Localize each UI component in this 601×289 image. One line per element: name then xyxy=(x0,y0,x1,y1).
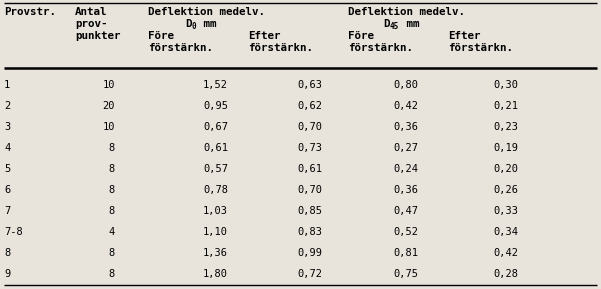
Text: 0,57: 0,57 xyxy=(203,164,228,174)
Text: 0,80: 0,80 xyxy=(393,80,418,90)
Text: 10: 10 xyxy=(103,80,115,90)
Text: 9: 9 xyxy=(4,269,10,279)
Text: mm: mm xyxy=(400,19,419,29)
Text: förstärkn.: förstärkn. xyxy=(248,43,313,53)
Text: 1,10: 1,10 xyxy=(203,227,228,237)
Text: Provstr.: Provstr. xyxy=(4,7,56,17)
Text: 1,52: 1,52 xyxy=(203,80,228,90)
Text: förstärkn.: förstärkn. xyxy=(348,43,413,53)
Text: 0,73: 0,73 xyxy=(297,143,322,153)
Text: Efter: Efter xyxy=(448,31,481,41)
Text: 0,78: 0,78 xyxy=(203,185,228,195)
Text: 4: 4 xyxy=(4,143,10,153)
Text: 7: 7 xyxy=(4,206,10,216)
Text: Antal: Antal xyxy=(75,7,108,17)
Text: 4: 4 xyxy=(109,227,115,237)
Text: 0,61: 0,61 xyxy=(297,164,322,174)
Text: 8: 8 xyxy=(109,269,115,279)
Text: D: D xyxy=(383,19,389,29)
Text: 0,99: 0,99 xyxy=(297,248,322,258)
Text: 0,23: 0,23 xyxy=(493,122,518,132)
Text: 6: 6 xyxy=(4,185,10,195)
Text: 3: 3 xyxy=(4,122,10,132)
Text: 10: 10 xyxy=(103,122,115,132)
Text: 1,80: 1,80 xyxy=(203,269,228,279)
Text: 0,42: 0,42 xyxy=(493,248,518,258)
Text: 0,70: 0,70 xyxy=(297,185,322,195)
Text: 0,26: 0,26 xyxy=(493,185,518,195)
Text: 0,63: 0,63 xyxy=(297,80,322,90)
Text: 0: 0 xyxy=(192,22,197,31)
Text: Deflektion medelv.: Deflektion medelv. xyxy=(148,7,265,17)
Text: D: D xyxy=(185,19,192,29)
Text: 0,81: 0,81 xyxy=(393,248,418,258)
Text: 45: 45 xyxy=(390,22,399,31)
Text: 0,33: 0,33 xyxy=(493,206,518,216)
Text: 0,67: 0,67 xyxy=(203,122,228,132)
Text: 0,52: 0,52 xyxy=(393,227,418,237)
Text: 0,95: 0,95 xyxy=(203,101,228,111)
Text: 8: 8 xyxy=(109,164,115,174)
Text: 0,21: 0,21 xyxy=(493,101,518,111)
Text: 0,75: 0,75 xyxy=(393,269,418,279)
Text: 0,20: 0,20 xyxy=(493,164,518,174)
Text: punkter: punkter xyxy=(75,31,120,41)
Text: 0,42: 0,42 xyxy=(393,101,418,111)
Text: 1,36: 1,36 xyxy=(203,248,228,258)
Text: 8: 8 xyxy=(4,248,10,258)
Text: 2: 2 xyxy=(4,101,10,111)
Text: 7-8: 7-8 xyxy=(4,227,23,237)
Text: 0,28: 0,28 xyxy=(493,269,518,279)
Text: 0,47: 0,47 xyxy=(393,206,418,216)
Text: Före: Före xyxy=(148,31,174,41)
Text: 5: 5 xyxy=(4,164,10,174)
Text: 0,36: 0,36 xyxy=(393,185,418,195)
Text: 0,61: 0,61 xyxy=(203,143,228,153)
Text: 0,83: 0,83 xyxy=(297,227,322,237)
Text: 0,36: 0,36 xyxy=(393,122,418,132)
Text: 0,19: 0,19 xyxy=(493,143,518,153)
Text: 8: 8 xyxy=(109,185,115,195)
Text: mm: mm xyxy=(197,19,216,29)
Text: förstärkn.: förstärkn. xyxy=(448,43,513,53)
Text: 0,72: 0,72 xyxy=(297,269,322,279)
Text: 0,62: 0,62 xyxy=(297,101,322,111)
Text: 20: 20 xyxy=(103,101,115,111)
Text: 1,03: 1,03 xyxy=(203,206,228,216)
Text: 8: 8 xyxy=(109,206,115,216)
Text: prov-: prov- xyxy=(75,19,108,29)
Text: 0,24: 0,24 xyxy=(393,164,418,174)
Text: 0,27: 0,27 xyxy=(393,143,418,153)
Text: Före: Före xyxy=(348,31,374,41)
Text: 0,85: 0,85 xyxy=(297,206,322,216)
Text: 0,34: 0,34 xyxy=(493,227,518,237)
Text: 1: 1 xyxy=(4,80,10,90)
Text: Efter: Efter xyxy=(248,31,281,41)
Text: förstärkn.: förstärkn. xyxy=(148,43,213,53)
Text: 8: 8 xyxy=(109,143,115,153)
Text: Deflektion medelv.: Deflektion medelv. xyxy=(348,7,465,17)
Text: 0,30: 0,30 xyxy=(493,80,518,90)
Text: 0,70: 0,70 xyxy=(297,122,322,132)
Text: 8: 8 xyxy=(109,248,115,258)
